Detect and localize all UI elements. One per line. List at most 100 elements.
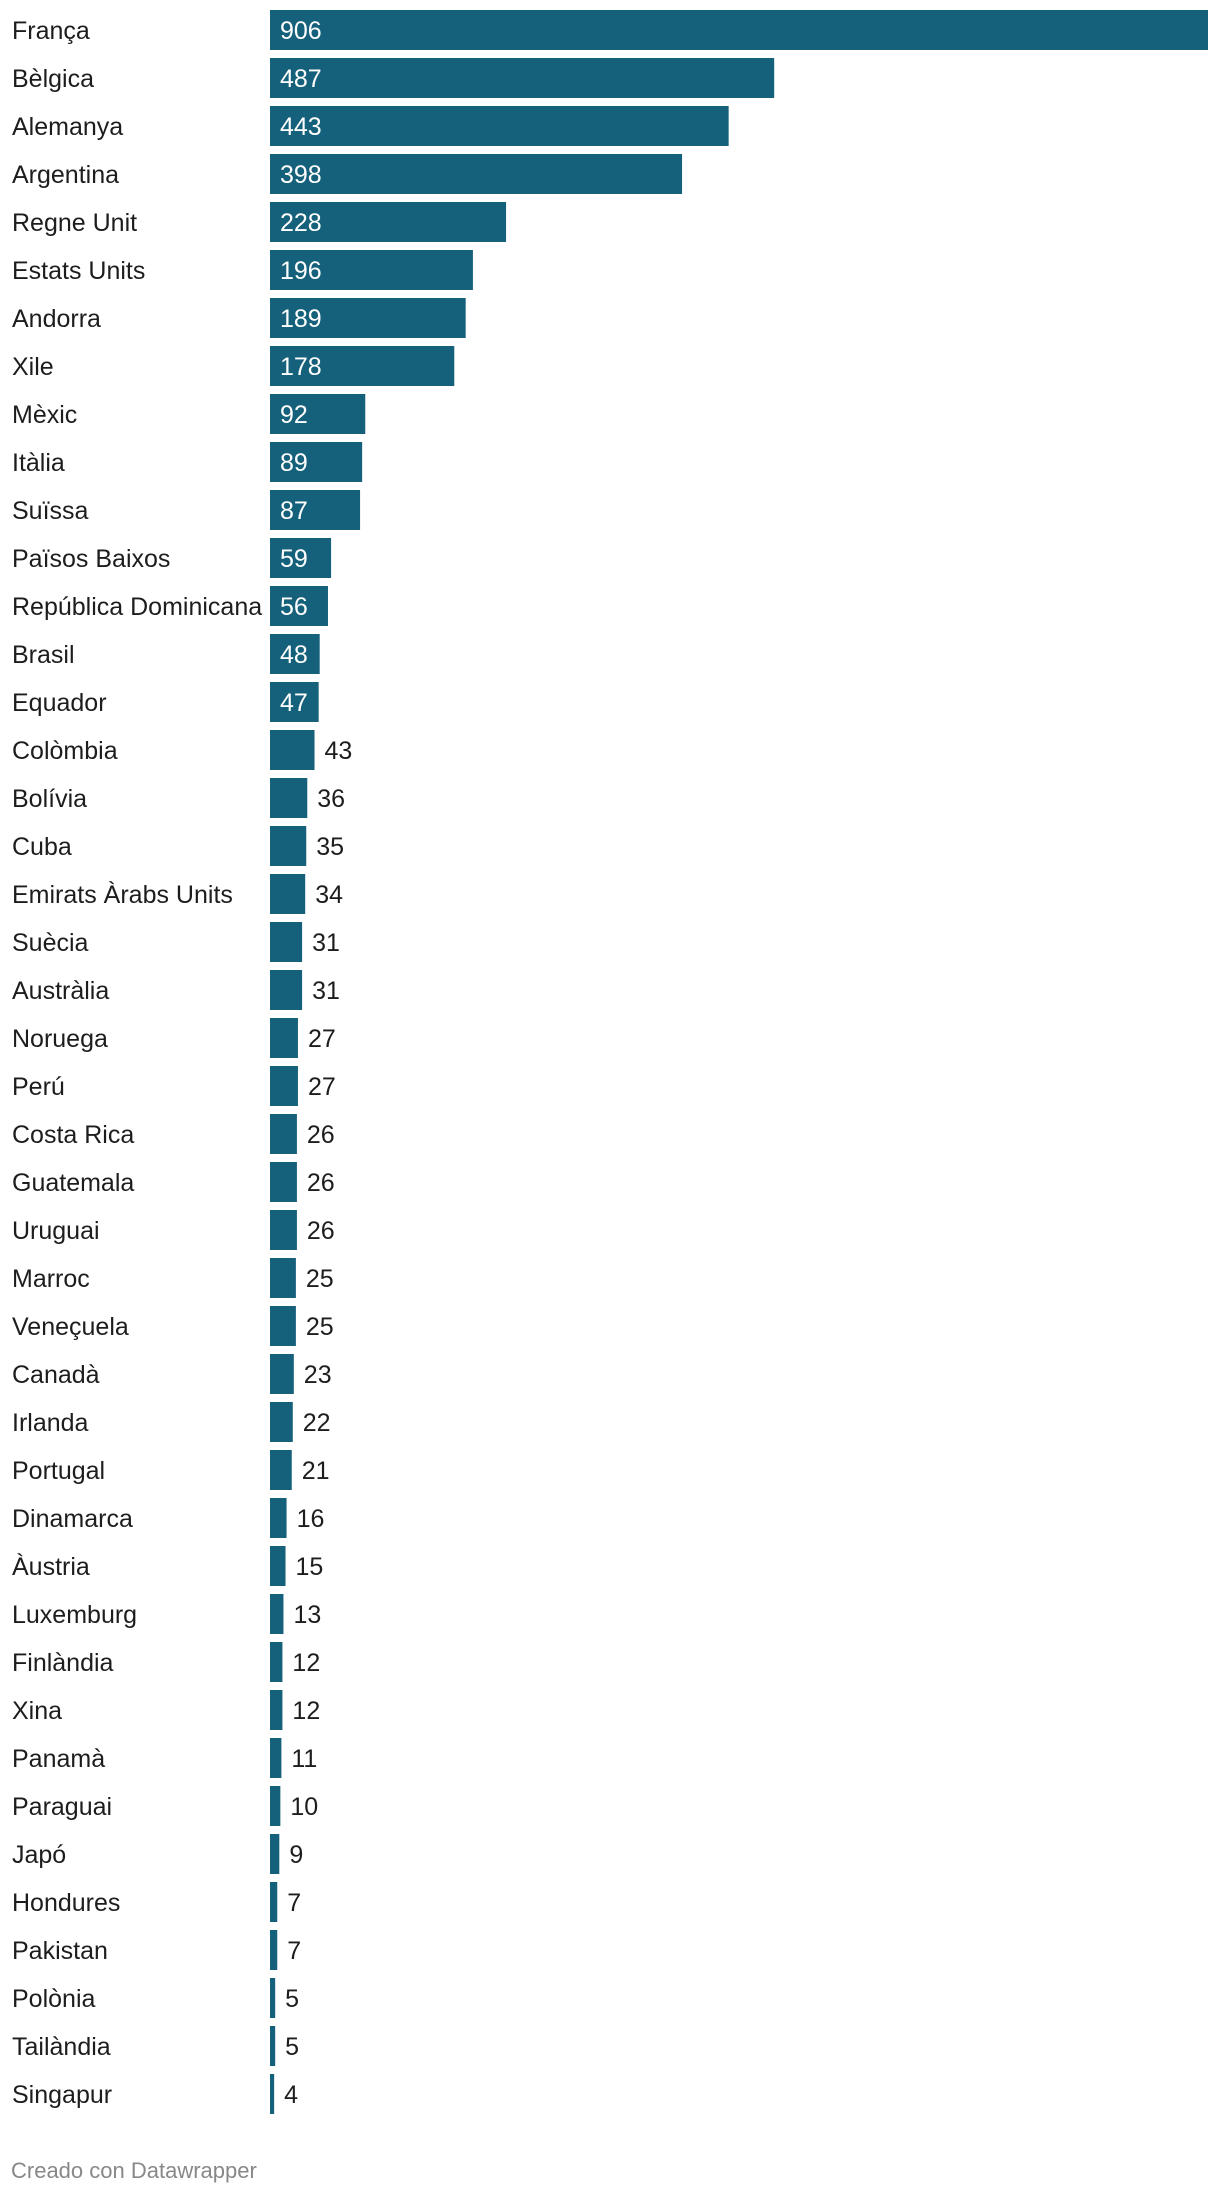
bar-row: Dinamarca 16 [12, 1498, 324, 1538]
bar [270, 1546, 286, 1586]
category-label: Marroc [12, 1265, 90, 1293]
category-label: Uruguai [12, 1217, 100, 1245]
bar [270, 682, 319, 722]
value-label: 15 [296, 1553, 324, 1581]
bar [270, 250, 473, 290]
bar [270, 778, 308, 818]
value-label: 31 [312, 929, 340, 957]
credit-text: Creado con Datawrapper [11, 2158, 257, 2183]
category-label: Argentina [12, 161, 119, 189]
value-label: 87 [280, 497, 308, 525]
bar-row: Japó 9 [12, 1834, 303, 1874]
category-label: Bèlgica [12, 65, 94, 93]
value-label: 35 [316, 833, 344, 861]
value-label: 189 [280, 305, 322, 333]
bar-row: Austràlia 31 [12, 970, 340, 1010]
value-label: 10 [290, 1793, 318, 1821]
bar [270, 394, 366, 434]
bar [270, 1498, 287, 1538]
value-label: 5 [285, 2033, 299, 2061]
bar [270, 1018, 298, 1058]
bar-row: Bèlgica 487 [12, 58, 775, 98]
category-label: Polònia [12, 1985, 95, 2013]
bar-row: Cuba 35 [12, 826, 344, 866]
bar [270, 2074, 275, 2114]
category-label: Pakistan [12, 1937, 108, 1965]
category-label: Noruega [12, 1025, 108, 1053]
value-label: 16 [297, 1505, 325, 1533]
bar-row: Portugal 21 [12, 1450, 330, 1490]
category-label: Itàlia [12, 449, 65, 477]
bar [270, 1210, 297, 1250]
bar [270, 1786, 281, 1826]
category-label: Veneçuela [12, 1313, 129, 1341]
category-label: Panamà [12, 1745, 105, 1773]
value-label: 7 [287, 1889, 301, 1917]
bar [270, 1354, 294, 1394]
bar [270, 826, 307, 866]
value-label: 27 [308, 1073, 336, 1101]
value-label: 487 [280, 65, 322, 93]
bar [270, 1642, 283, 1682]
bar-row: Països Baixos 59 [12, 538, 332, 578]
category-label: Emirats Àrabs Units [12, 880, 233, 909]
bar-row: Equador 47 [12, 682, 319, 722]
value-label: 26 [307, 1169, 335, 1197]
category-label: Cuba [12, 833, 72, 861]
bar-row: Noruega 27 [12, 1018, 336, 1058]
bar [270, 1402, 293, 1442]
bar [270, 1930, 278, 1970]
category-label: República Dominicana [12, 593, 262, 621]
bar [270, 1690, 283, 1730]
bar [270, 58, 775, 98]
value-label: 12 [292, 1649, 320, 1677]
category-label: Tailàndia [12, 2033, 111, 2061]
bar [270, 10, 1208, 50]
bar-row: Suïssa 87 [12, 490, 361, 530]
value-label: 25 [306, 1313, 334, 1341]
bar-row: França 906 [12, 10, 1208, 50]
bar-row: Luxemburg 13 [12, 1594, 321, 1634]
bar [270, 1162, 297, 1202]
category-label: Xile [12, 353, 54, 381]
value-label: 48 [280, 641, 308, 669]
value-label: 906 [280, 17, 322, 45]
category-label: Alemanya [12, 113, 123, 141]
value-label: 27 [308, 1025, 336, 1053]
category-label: Suïssa [12, 497, 89, 525]
bar-row: Àustria 15 [12, 1546, 323, 1586]
bar [270, 538, 332, 578]
value-label: 196 [280, 257, 322, 285]
value-label: 34 [315, 881, 343, 909]
category-label: Canadà [12, 1361, 100, 1389]
bar [270, 922, 303, 962]
bar-row: Brasil 48 [12, 634, 320, 674]
category-label: Japó [12, 1841, 66, 1869]
bar-row: Polònia 5 [12, 1978, 299, 2018]
category-label: Suècia [12, 929, 89, 957]
value-label: 11 [291, 1745, 317, 1773]
bar-row: Tailàndia 5 [12, 2026, 299, 2066]
bar [270, 1738, 282, 1778]
category-label: Bolívia [12, 785, 87, 813]
bar [270, 1834, 280, 1874]
bar-row: Suècia 31 [12, 922, 340, 962]
bar-row: Panamà 11 [12, 1738, 317, 1778]
bar [270, 346, 455, 386]
bar-row: Andorra 189 [12, 298, 466, 338]
bar [270, 730, 315, 770]
value-label: 21 [302, 1457, 330, 1485]
category-label: Dinamarca [12, 1505, 133, 1533]
bar-row: Mèxic 92 [12, 394, 366, 434]
bar-row: Perú 27 [12, 1066, 336, 1106]
value-label: 9 [289, 1841, 303, 1869]
bar [270, 202, 507, 242]
value-label: 5 [285, 1985, 299, 2013]
value-label: 443 [280, 113, 322, 141]
value-label: 56 [280, 593, 308, 621]
value-label: 47 [280, 689, 308, 717]
bar [270, 154, 683, 194]
value-label: 4 [284, 2081, 298, 2109]
bar-row: Guatemala 26 [12, 1162, 335, 1202]
